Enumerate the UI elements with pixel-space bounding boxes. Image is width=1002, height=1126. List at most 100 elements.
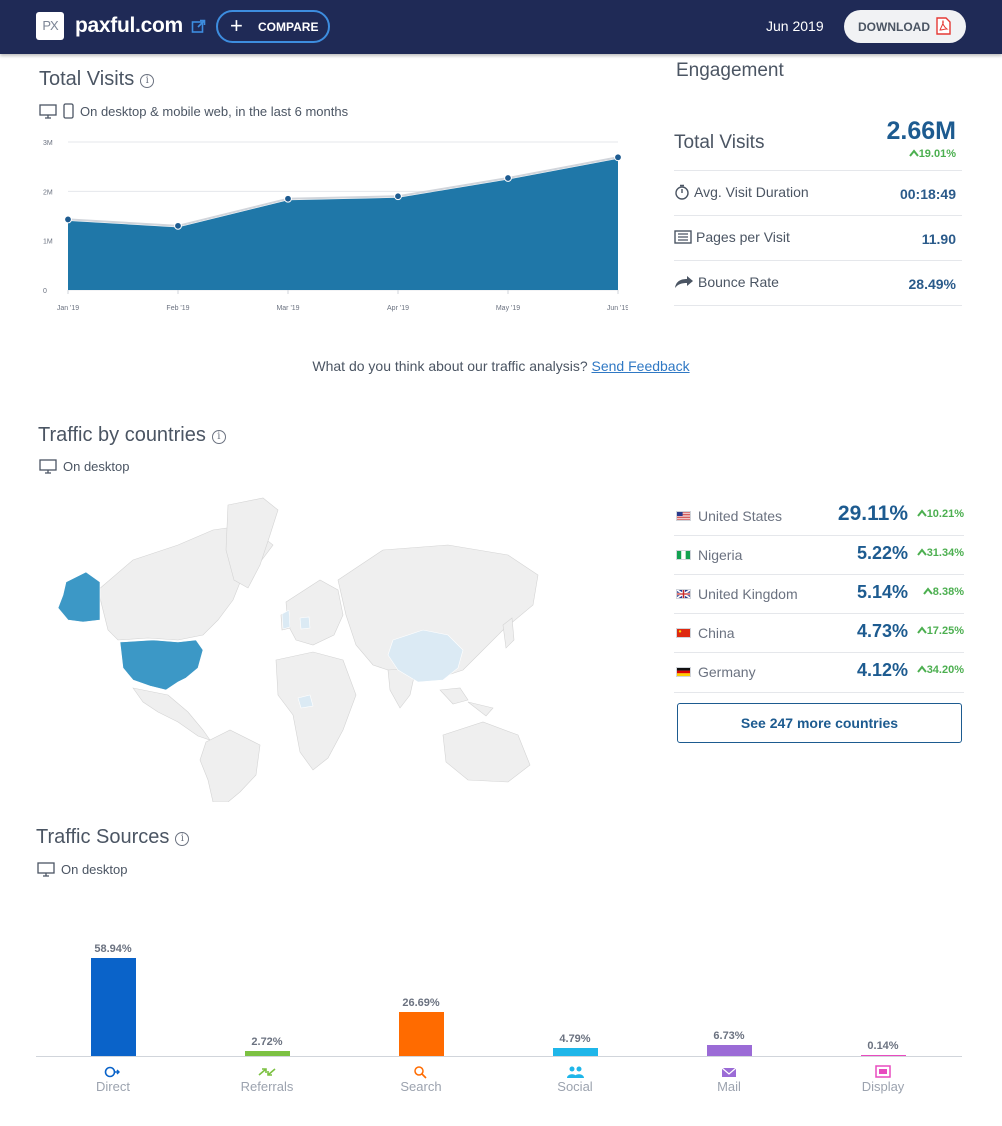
visits-point xyxy=(284,194,292,203)
info-icon[interactable]: i xyxy=(140,74,155,88)
compare-label: COMPARE xyxy=(258,20,319,34)
country-name: Germany xyxy=(698,664,756,680)
de-flag-icon xyxy=(676,667,691,677)
pages-value: 11.90 xyxy=(921,231,956,247)
bounce-label: Bounce Rate xyxy=(698,274,779,290)
source-category-label[interactable]: Display xyxy=(861,1079,905,1094)
source-bar-social[interactable] xyxy=(553,1048,598,1056)
source-category-label[interactable]: Direct xyxy=(96,1079,130,1094)
feedback-question: What do you think about our traffic anal… xyxy=(312,358,588,374)
stopwatch-icon xyxy=(675,184,689,200)
info-icon[interactable]: i xyxy=(175,832,190,846)
plus-icon: + xyxy=(230,13,243,38)
map-germany xyxy=(299,616,311,630)
country-share: 4.12% xyxy=(856,660,908,680)
arrow-up-icon xyxy=(923,587,933,595)
country-name: United States xyxy=(698,508,783,524)
desktop-icon xyxy=(39,459,57,474)
source-category-label[interactable]: Social xyxy=(557,1079,593,1094)
source-bar-search[interactable] xyxy=(399,1012,444,1056)
source-bar-referrals[interactable] xyxy=(245,1051,290,1056)
see-more-countries-button[interactable]: See 247 more countries xyxy=(677,703,962,743)
arrow-up-icon xyxy=(916,626,927,634)
mail-icon xyxy=(721,1067,737,1077)
country-change-value: 34.20% xyxy=(926,664,964,676)
mobile-icon xyxy=(63,103,74,119)
date-selector[interactable]: Jun 2019 xyxy=(766,18,824,34)
external-link-icon[interactable] xyxy=(191,19,206,34)
source-bar-direct[interactable] xyxy=(91,958,136,1056)
country-row-germany[interactable]: Germany 4.12% 34.20% xyxy=(674,653,964,693)
send-feedback-link[interactable]: Send Feedback xyxy=(591,358,690,374)
bounce-key: Bounce Rate xyxy=(674,274,779,290)
country-change: 17.25% xyxy=(916,625,964,637)
download-button[interactable]: DOWNLOAD xyxy=(844,10,966,43)
source-value-label: 6.73% xyxy=(713,1030,745,1042)
sources-subtitle-line: On desktop xyxy=(37,862,128,877)
country-row-nigeria[interactable]: Nigeria 5.22% 31.34% xyxy=(674,536,964,575)
total-visits-label: Total Visits xyxy=(674,132,765,153)
search-icon xyxy=(414,1066,427,1079)
duration-key: Avg. Visit Duration xyxy=(674,184,809,200)
world-map[interactable] xyxy=(38,490,548,802)
desktop-icon xyxy=(39,103,57,119)
total-visits-change-value: 19.01% xyxy=(918,148,956,160)
download-label: DOWNLOAD xyxy=(858,20,930,34)
pages-icon xyxy=(674,230,692,244)
engagement-title: Engagement xyxy=(676,60,784,81)
country-change: 10.21% xyxy=(916,508,964,520)
country-name: China xyxy=(698,625,735,641)
source-bar-mail[interactable] xyxy=(707,1045,752,1056)
country-name: United Kingdom xyxy=(698,586,798,602)
pdf-icon xyxy=(936,17,951,35)
desktop-icon xyxy=(37,862,55,877)
total-visits-chart: 0 1M 2M 3M Jan '19 Feb '19 Mar '19 Apr '19 May '… xyxy=(43,140,628,312)
total-visits-heading: Total Visits xyxy=(39,68,135,90)
y-tick-label: 0 xyxy=(43,288,47,295)
source-value-label: 4.79% xyxy=(559,1033,591,1045)
arrow-up-icon xyxy=(916,509,927,517)
source-bar-display[interactable] xyxy=(861,1055,906,1056)
info-icon[interactable]: i xyxy=(211,430,226,444)
engagement-row-duration: Avg. Visit Duration 00:18:49 xyxy=(674,171,962,216)
site-name[interactable]: paxful.com xyxy=(75,14,183,37)
source-category-label[interactable]: Search xyxy=(400,1079,442,1094)
display-icon xyxy=(875,1065,891,1078)
total-visits-title: Total Visits i xyxy=(39,68,155,91)
country-change-value: 8.38% xyxy=(932,586,964,598)
country-row-china[interactable]: China 4.73% 17.25% xyxy=(674,614,964,653)
visits-subtitle-line: On desktop & mobile web, in the last 6 m… xyxy=(39,103,348,119)
pages-label: Pages per Visit xyxy=(696,229,790,245)
world-map-land xyxy=(97,497,539,802)
map-united-kingdom xyxy=(281,609,291,630)
country-change-value: 31.34% xyxy=(926,547,964,559)
visits-subtitle: On desktop & mobile web, in the last 6 m… xyxy=(80,103,349,119)
sources-subtitle: On desktop xyxy=(61,862,128,877)
arrow-up-icon xyxy=(916,665,927,673)
source-value-label: 0.14% xyxy=(867,1040,899,1052)
y-tick-label: 1M xyxy=(43,239,53,246)
bounce-value: 28.49% xyxy=(908,276,956,292)
world-map-highlights xyxy=(57,571,464,709)
pages-key: Pages per Visit xyxy=(674,229,790,245)
cn-flag-icon xyxy=(676,628,691,638)
country-share: 5.22% xyxy=(856,543,908,563)
source-category-label[interactable]: Referrals xyxy=(240,1079,294,1094)
source-value-label: 2.72% xyxy=(251,1036,283,1048)
country-row-united-states[interactable]: United States 29.11% 10.21% xyxy=(674,497,964,536)
engagement-row-bounce: Bounce Rate 28.49% xyxy=(674,261,962,306)
x-tick-label: Mar '19 xyxy=(276,305,299,312)
x-tick-label: May '19 xyxy=(496,305,520,312)
country-name: Nigeria xyxy=(698,547,743,563)
compare-button[interactable]: + COMPARE xyxy=(216,10,330,43)
country-share: 29.11% xyxy=(837,502,908,525)
source-category-label[interactable]: Mail xyxy=(717,1079,741,1094)
visits-area xyxy=(68,158,618,290)
map-china xyxy=(387,629,464,683)
visits-line xyxy=(67,156,619,227)
x-tick-label: Feb '19 xyxy=(166,305,189,312)
country-row-united-kingdom[interactable]: United Kingdom 5.14% 8.38% xyxy=(674,575,964,614)
social-icon xyxy=(567,1066,584,1078)
sources-title: Traffic Sources i xyxy=(36,826,190,849)
direct-icon xyxy=(104,1066,120,1078)
